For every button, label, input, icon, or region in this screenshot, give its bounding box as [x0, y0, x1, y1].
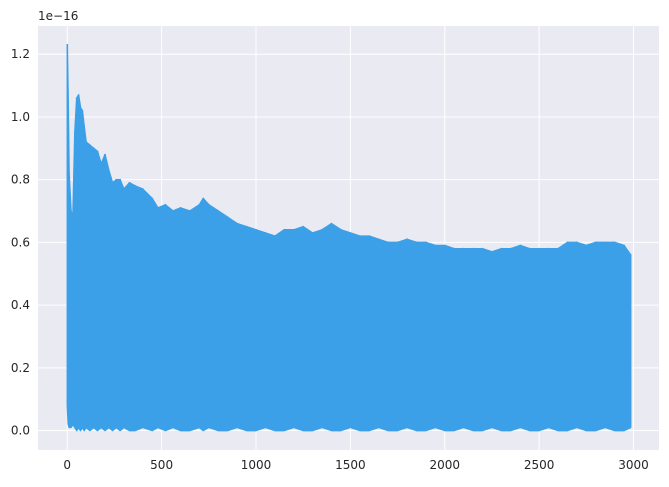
series-upper-point	[75, 97, 78, 99]
series-upper-point	[604, 241, 607, 244]
series-upper-point	[100, 163, 103, 165]
series-upper-point	[255, 228, 257, 231]
series-upper-point	[81, 109, 84, 112]
x-tick-label: 500	[150, 458, 173, 472]
series-upper-point	[311, 232, 314, 234]
y-tick-label: 1.0	[11, 110, 30, 124]
series-upper-point	[179, 207, 182, 209]
series-upper-point	[245, 225, 248, 228]
series-upper-point	[396, 241, 399, 244]
series-upper-point	[111, 181, 114, 184]
series-upper-point	[89, 144, 91, 147]
series-upper-point	[189, 210, 191, 212]
series-upper-point	[528, 247, 531, 250]
series-upper-point	[83, 125, 86, 128]
series-upper-point	[481, 247, 484, 250]
series-upper-point	[274, 235, 276, 238]
tick-label-layer: 0 500 1000 1500 2000 2500 3000 0.0 0.2 0.4 0.6 0.8 1…	[11, 47, 649, 472]
series-upper-point	[491, 250, 493, 253]
series-upper-point	[104, 153, 106, 156]
series-upper-point	[92, 147, 95, 150]
series-upper-point	[107, 169, 110, 172]
y-tick-label: 1.2	[11, 47, 30, 61]
series-upper-point	[66, 43, 69, 46]
series-upper-point	[368, 235, 371, 238]
series-upper-point	[377, 238, 380, 241]
series-upper-point	[77, 94, 80, 96]
series-upper-point	[453, 247, 456, 250]
series-upper-point	[387, 241, 389, 244]
series-upper-point	[67, 100, 70, 103]
series-upper-point	[302, 225, 305, 228]
series-upper-point	[613, 241, 616, 244]
series-upper-point	[151, 197, 154, 200]
series-upper-point	[443, 244, 446, 247]
series-upper-point	[264, 232, 267, 234]
series-upper-point	[164, 203, 167, 206]
series-layer	[66, 43, 632, 432]
series-upper-point	[141, 188, 144, 191]
series-band	[66, 44, 632, 432]
y-tick-label: 0.4	[11, 298, 30, 312]
series-upper-point	[70, 210, 72, 212]
series-upper-point	[123, 188, 125, 191]
x-tick-label: 1500	[335, 458, 366, 472]
series-upper-point	[547, 247, 550, 250]
series-upper-point	[434, 244, 437, 247]
series-upper-point	[85, 141, 87, 143]
series-upper-point	[226, 216, 229, 219]
series-upper-point	[68, 172, 70, 175]
series-upper-point	[207, 203, 210, 206]
x-tick-label: 0	[63, 458, 71, 472]
series-upper-point	[349, 232, 352, 234]
y-tick-label: 0.2	[11, 361, 30, 375]
series-upper-point	[128, 181, 131, 184]
series-upper-point	[629, 254, 632, 256]
series-upper-point	[119, 178, 121, 181]
series-upper-point	[509, 247, 512, 250]
series-upper-point	[202, 197, 205, 200]
x-tick-label: 2500	[524, 458, 555, 472]
series-upper-point	[472, 247, 474, 250]
series-upper-point	[96, 150, 99, 153]
y-tick-label: 0.0	[11, 424, 30, 438]
y-tick-label: 0.6	[11, 235, 30, 249]
series-upper-point	[415, 241, 418, 244]
series-upper-point	[576, 241, 578, 244]
series-upper-point	[557, 247, 559, 250]
series-upper-point	[292, 228, 295, 231]
series-upper-point	[79, 106, 82, 109]
x-tick-label: 1000	[241, 458, 272, 472]
series-upper-point	[330, 222, 333, 225]
y-offset-text: 1e−16	[38, 9, 78, 23]
x-tick-label: 2000	[429, 458, 460, 472]
series-upper-point	[321, 228, 323, 231]
series-upper-point	[566, 241, 569, 244]
series-upper-point	[538, 247, 540, 250]
series-upper-point	[134, 185, 137, 187]
series-upper-point	[157, 207, 159, 209]
series-upper-point	[217, 210, 220, 212]
series-upper-point	[115, 178, 118, 181]
series-upper-point	[198, 203, 201, 206]
series-upper-point	[623, 244, 625, 247]
series-upper-point	[519, 244, 522, 247]
y-tick-label: 0.8	[11, 173, 30, 187]
series-upper-point	[236, 222, 239, 225]
series-upper-point	[585, 244, 588, 247]
series-upper-point	[358, 235, 361, 238]
series-upper-point	[73, 131, 76, 134]
series-upper-point	[594, 241, 597, 244]
series-upper-point	[72, 216, 74, 219]
x-tick-label: 3000	[618, 458, 649, 472]
series-upper-point	[340, 228, 342, 231]
series-upper-point	[406, 238, 408, 241]
series-upper-point	[283, 228, 286, 231]
series-upper-point	[500, 247, 503, 250]
series-upper-point	[172, 210, 174, 212]
series-upper-point	[425, 241, 427, 244]
series-upper-point	[462, 247, 465, 250]
